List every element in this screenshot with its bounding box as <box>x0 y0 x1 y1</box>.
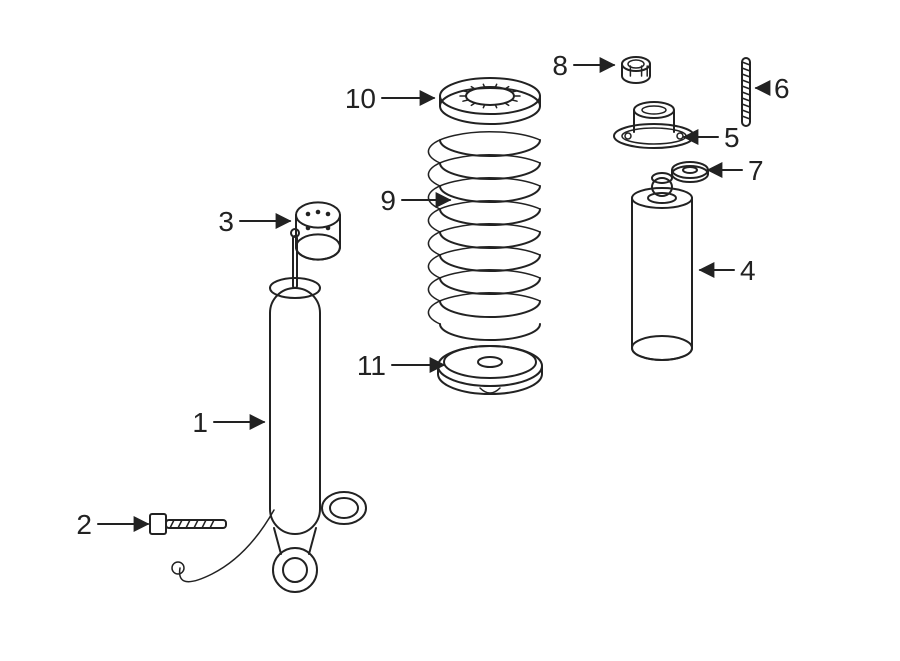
callout-4[interactable]: 4 <box>700 255 756 286</box>
callout-2[interactable]: 2 <box>76 509 148 540</box>
upper-spring-seat <box>440 78 540 124</box>
callout-number[interactable]: 3 <box>218 206 234 237</box>
callout-number[interactable]: 11 <box>357 350 386 381</box>
coil-spring <box>428 132 540 340</box>
callout-10[interactable]: 10 <box>345 83 434 114</box>
lower-spring-seat <box>438 346 542 394</box>
shock-mount-washer <box>672 162 708 182</box>
callout-number[interactable]: 2 <box>76 509 92 540</box>
bumper-stop <box>296 202 340 259</box>
callout-number[interactable]: 4 <box>740 255 756 286</box>
callout-number[interactable]: 7 <box>748 155 764 186</box>
callout-number[interactable]: 6 <box>774 73 790 104</box>
callout-6[interactable]: 6 <box>756 73 790 104</box>
callout-number[interactable]: 10 <box>345 83 376 114</box>
callout-11[interactable]: 11 <box>357 350 444 381</box>
parts-diagram: 1 2 3 4 5 6 7 8 9 10 11 <box>0 0 900 661</box>
callout-7[interactable]: 7 <box>708 155 764 186</box>
callout-number[interactable]: 8 <box>552 50 568 81</box>
shock-mount <box>614 102 694 148</box>
callout-1[interactable]: 1 <box>192 407 264 438</box>
shock-lower-bolt <box>150 514 226 534</box>
callout-3[interactable]: 3 <box>218 206 290 237</box>
dust-shield <box>632 173 692 360</box>
callout-number[interactable]: 1 <box>192 407 208 438</box>
shock-mount-nut <box>622 57 650 83</box>
callout-8[interactable]: 8 <box>552 50 614 81</box>
callout-number[interactable]: 5 <box>724 122 740 153</box>
shock-mount-bolt <box>742 58 750 126</box>
callout-5[interactable]: 5 <box>684 122 740 153</box>
callout-number[interactable]: 9 <box>380 185 396 216</box>
